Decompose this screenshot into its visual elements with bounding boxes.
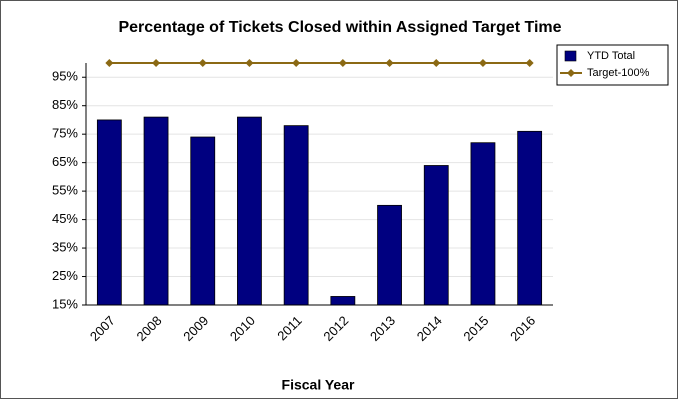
- bar: [330, 296, 356, 306]
- y-tick-label: 65%: [52, 154, 78, 169]
- y-tick-label: 35%: [52, 239, 78, 254]
- legend-label: YTD Total: [587, 50, 635, 62]
- bar: [470, 142, 496, 306]
- marker: [338, 59, 347, 67]
- marker: [198, 59, 207, 67]
- marker: [525, 59, 534, 67]
- legend-swatch: [564, 50, 577, 62]
- y-tick-label: 55%: [52, 183, 78, 198]
- y-tick-label: 85%: [52, 97, 78, 112]
- y-tick-label: 15%: [52, 296, 78, 311]
- bar: [190, 136, 216, 306]
- bar: [283, 125, 309, 306]
- marker: [292, 59, 301, 67]
- bar: [143, 116, 169, 306]
- legend-marker: [567, 69, 575, 77]
- chart-title: Percentage of Tickets Closed within Assi…: [118, 19, 561, 36]
- y-tick-label: 95%: [52, 69, 78, 84]
- bar: [96, 119, 122, 306]
- bar: [423, 165, 449, 306]
- x-axis-title: Fiscal Year: [282, 377, 355, 393]
- y-tick-label: 75%: [52, 126, 78, 141]
- marker: [432, 59, 441, 67]
- marker: [152, 59, 161, 67]
- y-tick-label: 45%: [52, 211, 78, 226]
- y-tick-label: 25%: [52, 268, 78, 283]
- marker: [385, 59, 394, 67]
- bar: [237, 116, 262, 306]
- marker: [478, 59, 487, 67]
- marker: [245, 59, 254, 67]
- marker: [105, 59, 114, 67]
- bar: [377, 204, 402, 306]
- legend-label: Target-100%: [587, 67, 650, 79]
- bar: [517, 130, 543, 306]
